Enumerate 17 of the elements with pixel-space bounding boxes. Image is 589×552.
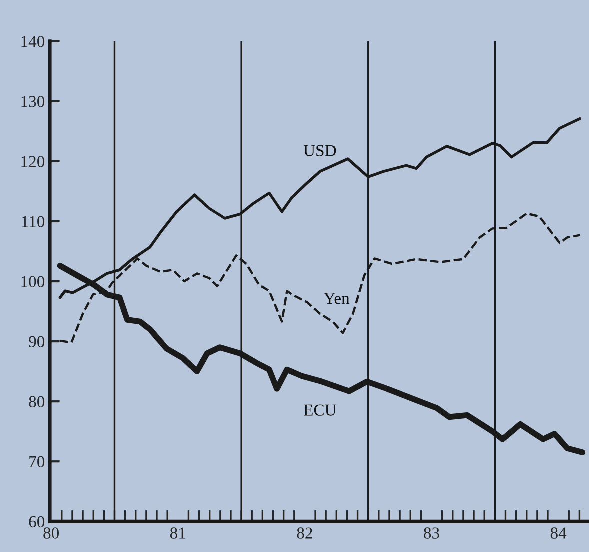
y-tick-label: 60 — [29, 516, 45, 528]
y-tick-label: 100 — [22, 276, 45, 288]
y-tick-label: 110 — [22, 216, 45, 228]
series-label: ECU — [304, 404, 336, 416]
x-tick-label: 80 — [44, 528, 60, 539]
x-tick-label: 82 — [297, 528, 312, 539]
x-tick-label: 83 — [424, 528, 440, 539]
y-tick-label: 90 — [29, 336, 45, 348]
x-tick-label: 84 — [550, 528, 567, 539]
y-tick-label: 140 — [22, 36, 45, 48]
y-tick-label: 70 — [30, 456, 45, 468]
x-tick-label: 81 — [170, 528, 186, 539]
series-label: Yen — [324, 293, 350, 304]
y-tick-label: 130 — [22, 96, 45, 108]
series-label: USD — [304, 145, 336, 156]
y-tick-label: 80 — [29, 396, 45, 408]
y-tick-label: 120 — [22, 156, 45, 168]
